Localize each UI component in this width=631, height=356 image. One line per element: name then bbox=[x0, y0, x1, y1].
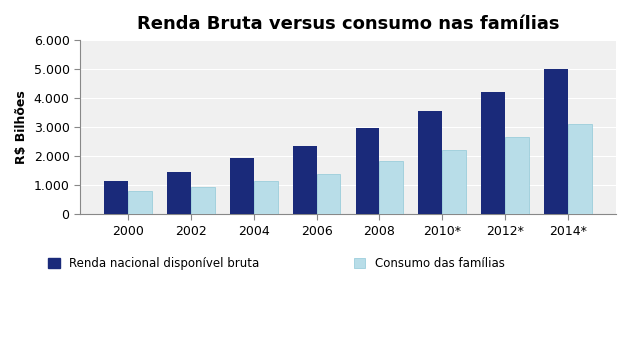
Bar bbox=[128, 191, 152, 214]
Bar bbox=[293, 146, 317, 214]
Bar bbox=[544, 69, 568, 214]
Bar bbox=[379, 161, 403, 214]
Bar bbox=[418, 111, 442, 214]
Bar bbox=[254, 181, 278, 214]
Bar bbox=[317, 174, 341, 214]
Y-axis label: R$ Bilhões: R$ Bilhões bbox=[15, 90, 28, 164]
Bar bbox=[442, 150, 466, 214]
Bar bbox=[568, 124, 592, 214]
Bar bbox=[167, 172, 191, 214]
Title: Renda Bruta versus consumo nas famílias: Renda Bruta versus consumo nas famílias bbox=[137, 15, 559, 33]
Bar bbox=[104, 181, 128, 214]
Bar bbox=[481, 92, 505, 214]
Bar bbox=[191, 187, 215, 214]
Bar bbox=[355, 128, 379, 214]
Legend: Renda nacional disponível bruta, Consumo das famílias: Renda nacional disponível bruta, Consumo… bbox=[43, 252, 509, 274]
Bar bbox=[230, 158, 254, 214]
Bar bbox=[505, 137, 529, 214]
